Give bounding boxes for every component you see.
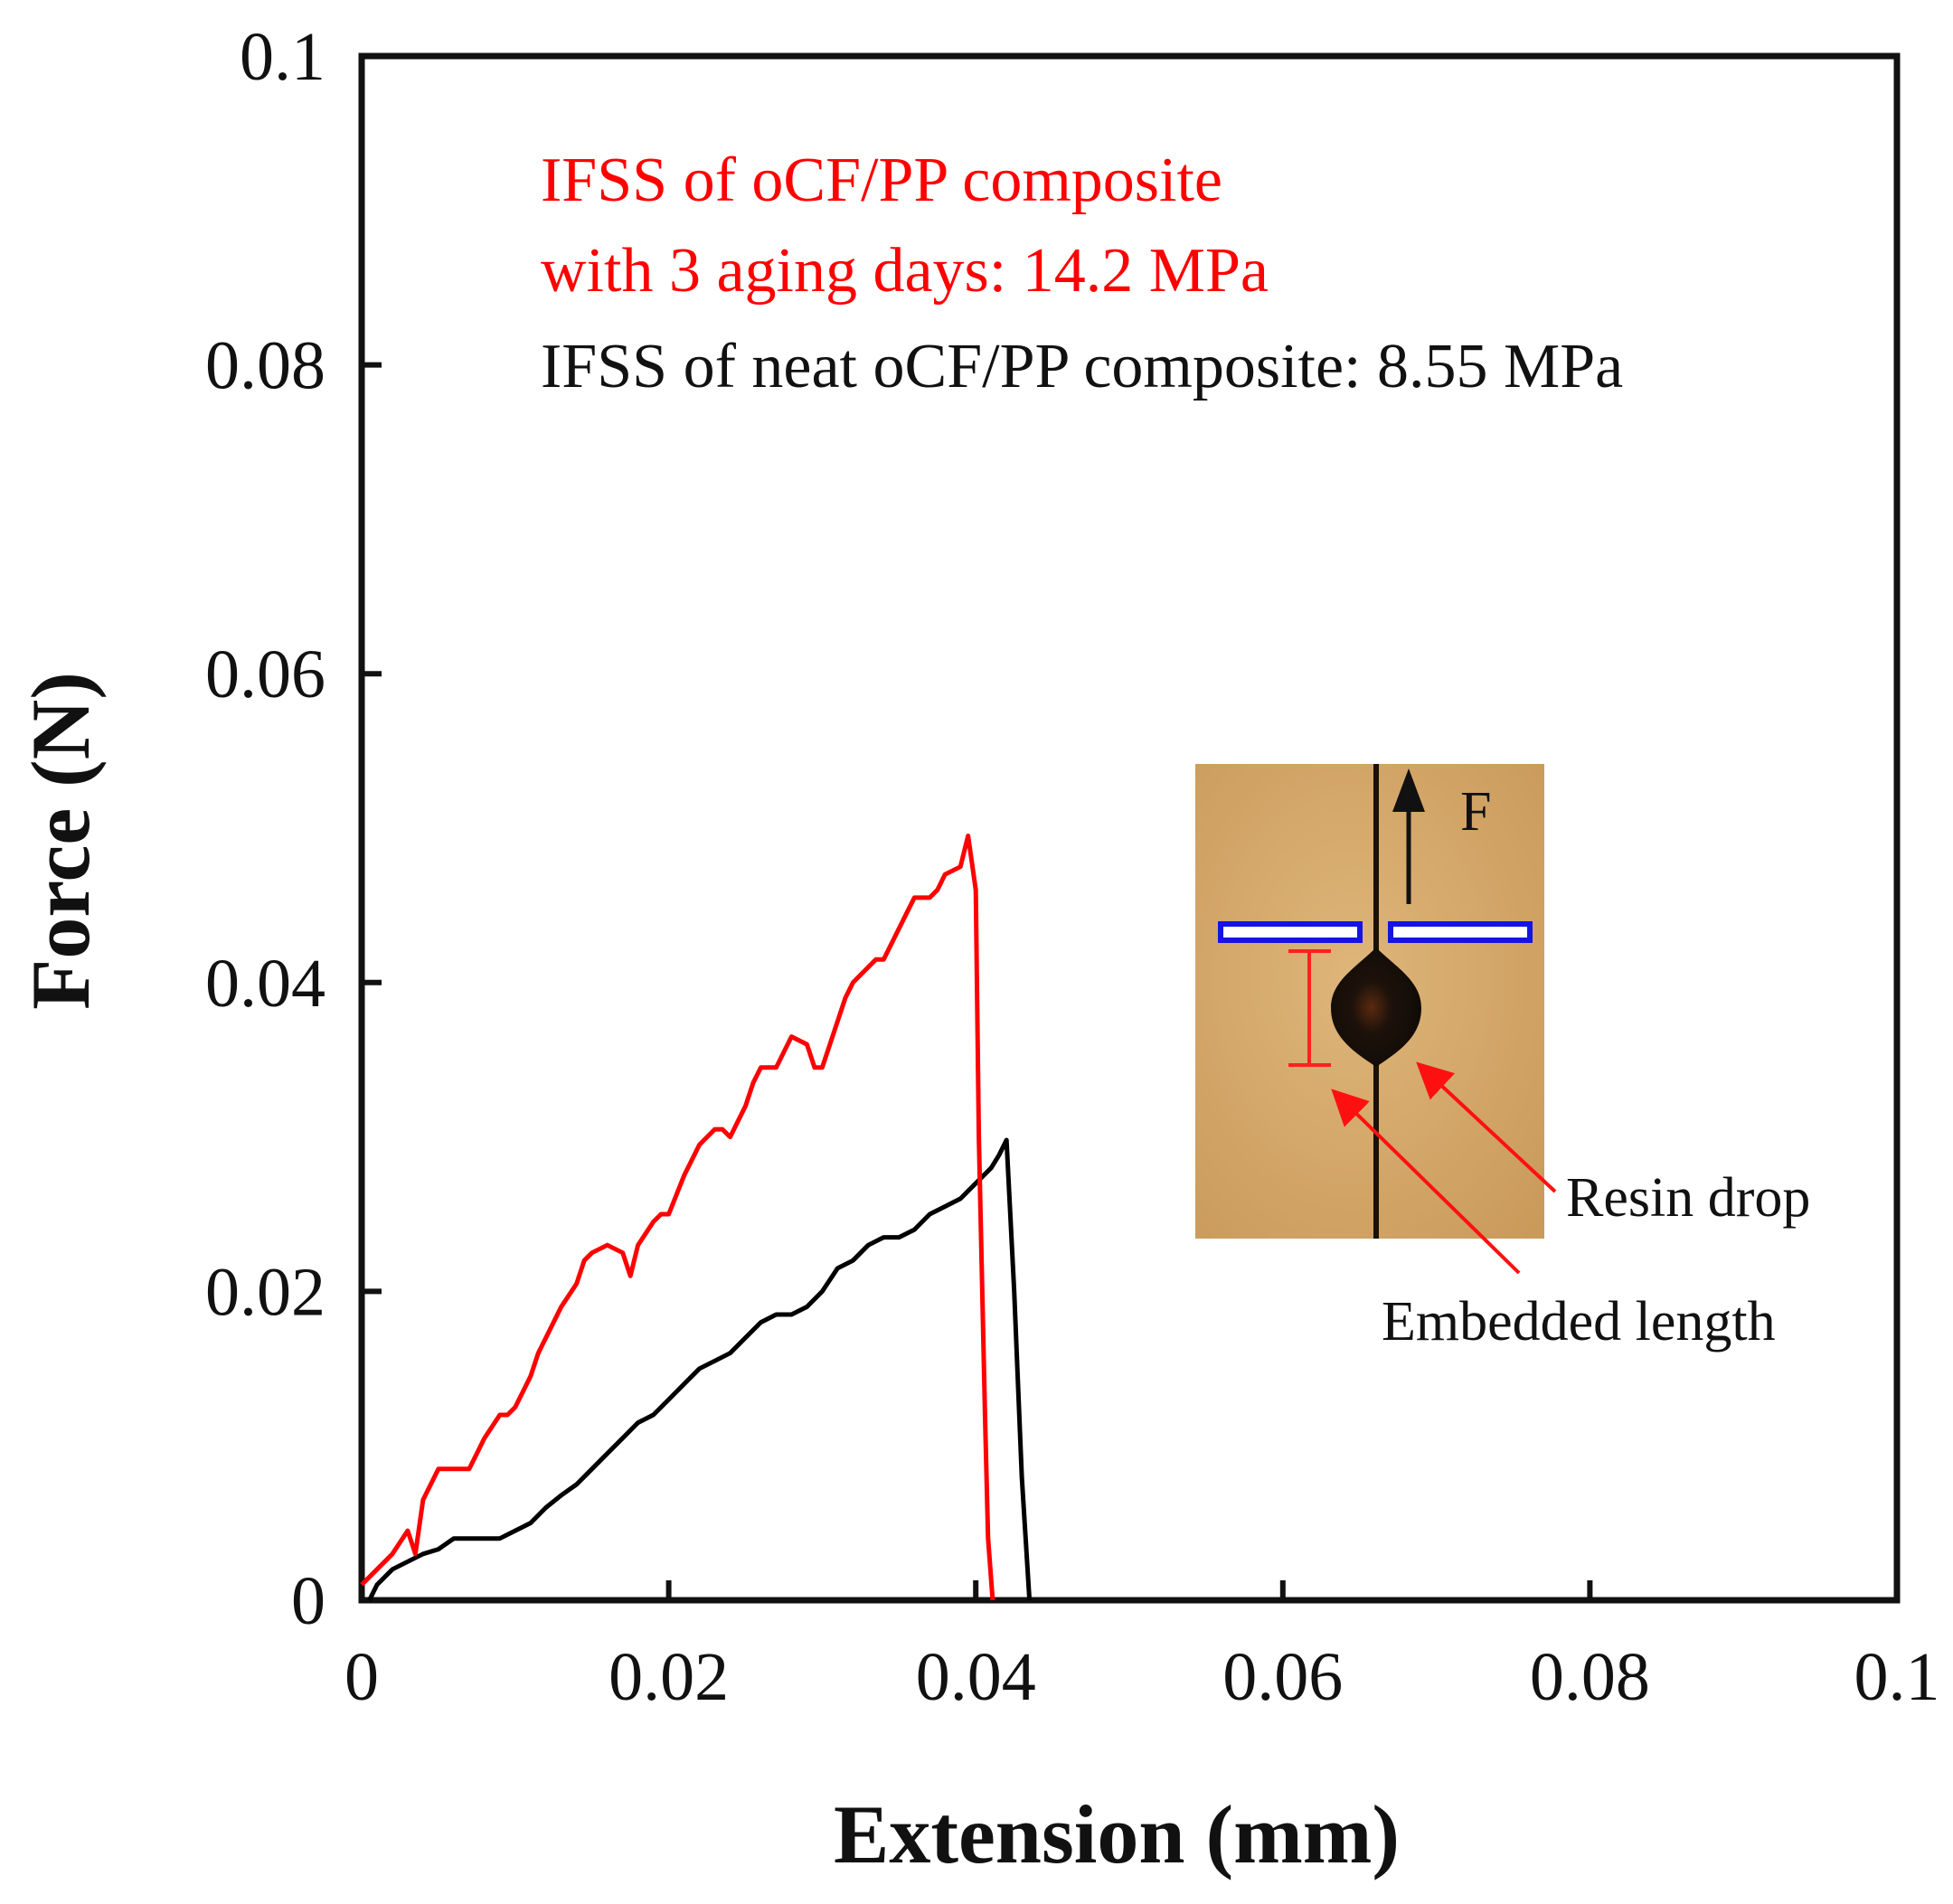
resin-drop-arrow: [1416, 1061, 1557, 1193]
y-tick-label: 0.1: [240, 19, 326, 95]
series-line-neat: [367, 1137, 1033, 1602]
force-label: F: [1460, 781, 1491, 843]
x-tick-label: 0.08: [1530, 1639, 1650, 1715]
x-axis-title: Extension (mm): [834, 1788, 1400, 1880]
knife-edge-right: [1388, 921, 1533, 943]
x-tick-labels: 0 0.02 0.04 0.06 0.08 0.1: [344, 1639, 1940, 1715]
embedded-length-label: Embedded length: [1382, 1291, 1776, 1353]
resin-drop: [1331, 947, 1421, 1067]
resin-drop-label: Resin drop: [1566, 1167, 1810, 1229]
plot-frame: [358, 52, 1901, 1604]
x-tick-label: 0.04: [916, 1639, 1036, 1715]
embedded-length-bracket: [1288, 949, 1331, 1067]
axis-ticks: [362, 362, 1593, 1600]
y-axis-title: Force (N): [14, 672, 107, 1010]
force-arrow-head: [1392, 768, 1425, 812]
annotation-aged-line1: IFSS of oCF/PP composite: [541, 146, 1222, 215]
x-tick-label: 0.02: [609, 1639, 729, 1715]
embedded-length-arrow: [1331, 1089, 1521, 1275]
x-tick-label: 0.06: [1222, 1639, 1343, 1715]
y-tick-label: 0.08: [205, 328, 326, 404]
y-tick-label: 0: [291, 1563, 326, 1639]
x-tick-label: 0.1: [1854, 1639, 1940, 1715]
knife-edge-left: [1218, 921, 1363, 943]
y-tick-label: 0.06: [205, 636, 326, 712]
microdroplet-inset: F: [1195, 764, 1544, 1239]
y-tick-labels: 0 0.02 0.04 0.06 0.08 0.1: [205, 19, 326, 1639]
annotation-neat: IFSS of neat oCF/PP composite: 8.55 MPa: [541, 332, 1623, 401]
annotation-aged-line2: with 3 aging days: 14.2 MPa: [541, 236, 1269, 306]
y-tick-label: 0.02: [205, 1254, 326, 1330]
x-tick-label: 0: [344, 1639, 379, 1715]
y-tick-label: 0.04: [205, 946, 326, 1022]
series-line-aged: [360, 834, 995, 1601]
